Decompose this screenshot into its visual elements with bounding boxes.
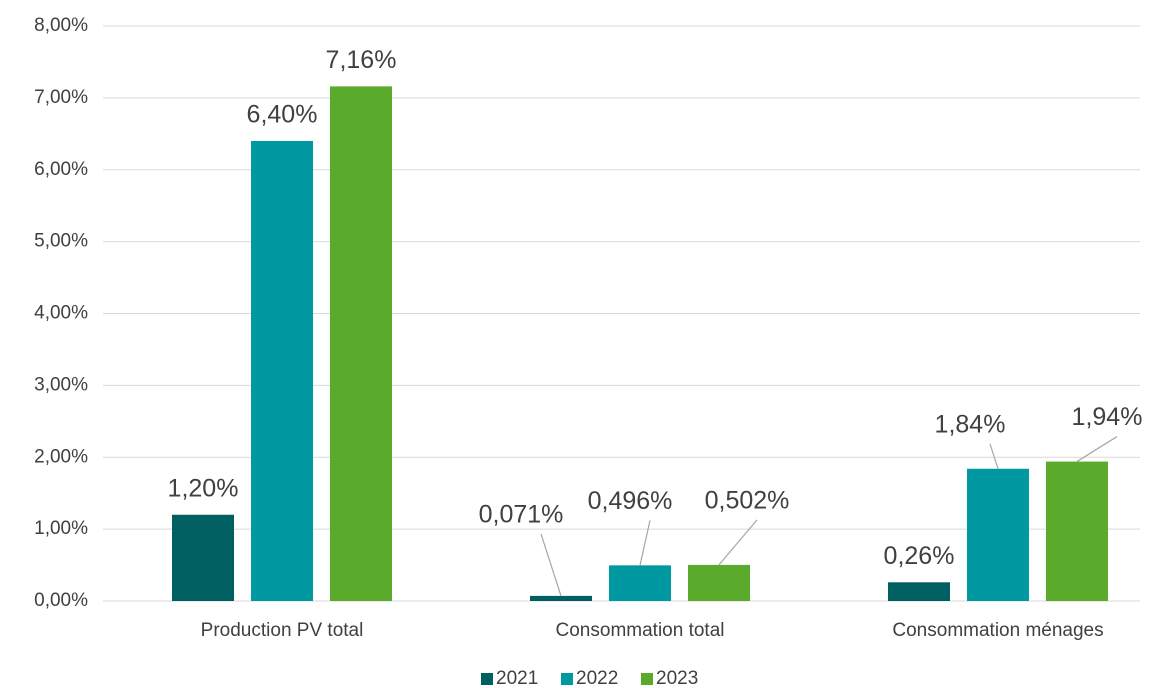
- x-tick-label: Production PV total: [201, 620, 364, 641]
- data-label: 1,20%: [168, 474, 239, 502]
- y-tick-label: 2,00%: [34, 446, 88, 467]
- legend-swatch: [561, 673, 573, 685]
- legend-label: 2023: [656, 668, 698, 688]
- leader-line: [718, 519, 758, 566]
- data-label: 1,94%: [1072, 403, 1143, 431]
- bar: [609, 565, 671, 601]
- data-label: 0,496%: [588, 487, 673, 515]
- legend-label: 2022: [576, 668, 618, 688]
- data-label: 0,071%: [479, 501, 564, 529]
- x-tick-label: Consommation total: [556, 620, 725, 641]
- bar: [1046, 461, 1108, 601]
- leader-line: [540, 533, 562, 597]
- leader-line: [989, 443, 999, 469]
- bar: [172, 514, 234, 601]
- legend-swatch: [481, 673, 493, 685]
- y-tick-label: 4,00%: [34, 303, 88, 324]
- bar: [251, 141, 313, 601]
- y-tick-label: 1,00%: [34, 518, 88, 539]
- legend-swatch: [641, 673, 653, 685]
- y-tick-label: 8,00%: [34, 15, 88, 36]
- y-tick-label: 3,00%: [34, 374, 88, 395]
- bar: [888, 582, 950, 601]
- bar: [330, 86, 392, 601]
- y-tick-label: 7,00%: [34, 87, 88, 108]
- y-tick-label: 0,00%: [34, 590, 88, 611]
- data-label: 7,16%: [326, 46, 397, 74]
- leader-line: [1076, 436, 1118, 463]
- data-label: 6,40%: [247, 101, 318, 129]
- y-tick-label: 6,00%: [34, 159, 88, 180]
- data-label: 0,26%: [884, 542, 955, 570]
- bar: [967, 468, 1029, 601]
- y-tick-label: 5,00%: [34, 231, 88, 252]
- data-label: 1,84%: [935, 410, 1006, 438]
- bar: [688, 564, 750, 601]
- bar: [530, 595, 592, 601]
- legend-label: 2021: [496, 668, 538, 688]
- x-tick-label: Consommation ménages: [892, 620, 1103, 641]
- data-label: 0,502%: [705, 487, 790, 515]
- leader-line: [639, 520, 651, 566]
